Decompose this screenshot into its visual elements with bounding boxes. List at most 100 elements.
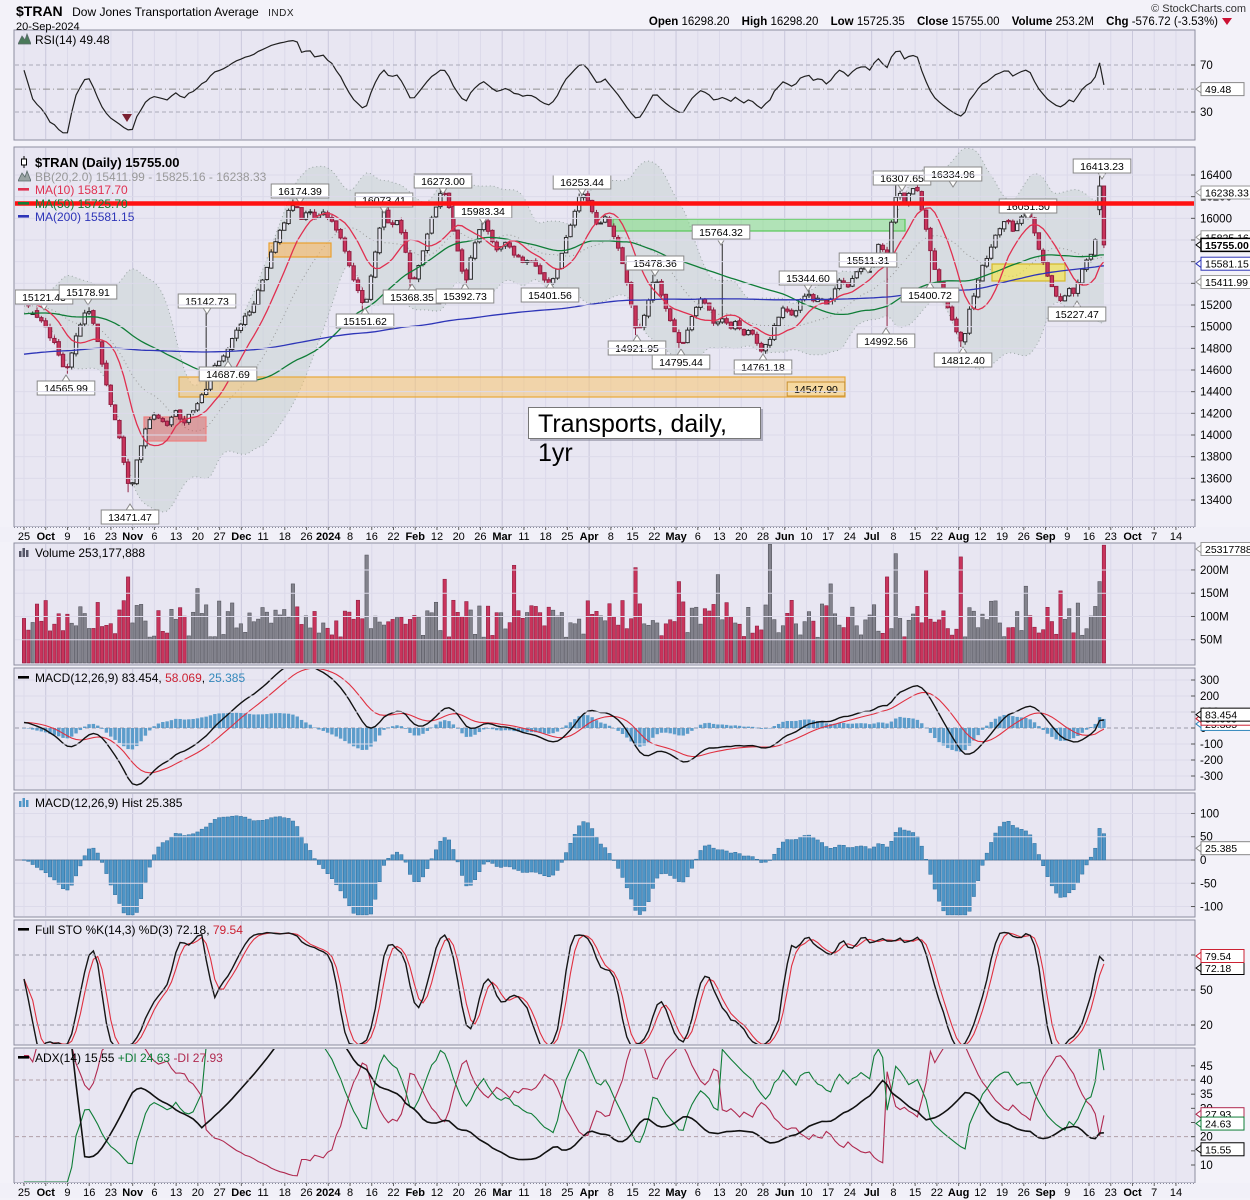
svg-text:100M: 100M bbox=[1200, 611, 1229, 623]
svg-text:15121.43: 15121.43 bbox=[22, 292, 66, 304]
svg-text:83.454: 83.454 bbox=[1205, 710, 1237, 722]
low-label: Low bbox=[830, 16, 854, 28]
svg-text:14687.69: 14687.69 bbox=[206, 369, 250, 381]
svg-text:15000: 15000 bbox=[1200, 322, 1232, 334]
svg-text:Sep: Sep bbox=[1035, 1187, 1055, 1199]
open-value: 16298.20 bbox=[681, 16, 730, 28]
svg-text:Nov: Nov bbox=[122, 531, 144, 543]
svg-text:24: 24 bbox=[844, 531, 856, 543]
svg-text:Dec: Dec bbox=[231, 1187, 251, 1199]
svg-text:15401.56: 15401.56 bbox=[528, 290, 572, 302]
svg-text:150M: 150M bbox=[1200, 588, 1229, 600]
symbol: $TRAN bbox=[16, 3, 63, 19]
svg-text:Sep: Sep bbox=[1035, 531, 1055, 543]
svg-text:15344.60: 15344.60 bbox=[786, 273, 830, 285]
svg-text:15400.72: 15400.72 bbox=[908, 290, 952, 302]
svg-text:20: 20 bbox=[192, 531, 204, 543]
svg-text:20: 20 bbox=[735, 531, 747, 543]
open-label: Open bbox=[648, 16, 679, 28]
svg-text:15227.47: 15227.47 bbox=[1055, 309, 1099, 321]
volume-label: Volume bbox=[1011, 16, 1053, 28]
svg-text:26: 26 bbox=[474, 531, 486, 543]
volume-value: 253.2M bbox=[1055, 16, 1094, 28]
svg-text:11: 11 bbox=[257, 1187, 268, 1199]
svg-text:23: 23 bbox=[105, 531, 117, 543]
svg-text:6: 6 bbox=[695, 1187, 701, 1199]
svg-text:16: 16 bbox=[83, 1187, 95, 1199]
svg-text:18: 18 bbox=[540, 1187, 552, 1199]
svg-text:18: 18 bbox=[279, 1187, 291, 1199]
quote-bar: Open 16298.20 High 16298.20 Low 15725.35… bbox=[640, 16, 1232, 28]
svg-text:14921.95: 14921.95 bbox=[615, 343, 659, 355]
svg-text:12: 12 bbox=[431, 531, 443, 543]
svg-text:49.48: 49.48 bbox=[1205, 84, 1231, 96]
svg-text:18: 18 bbox=[279, 531, 291, 543]
svg-text:14000: 14000 bbox=[1200, 430, 1232, 442]
svg-text:200M: 200M bbox=[1200, 565, 1229, 577]
svg-text:20: 20 bbox=[453, 1187, 465, 1199]
svg-text:Mar: Mar bbox=[492, 1187, 512, 1199]
chart-header: $TRAN Dow Jones Transportation Average I… bbox=[16, 3, 1250, 21]
svg-text:8: 8 bbox=[608, 1187, 614, 1199]
svg-text:12: 12 bbox=[431, 1187, 443, 1199]
svg-text:25317788: 25317788 bbox=[1205, 544, 1250, 556]
svg-text:Oct: Oct bbox=[1123, 531, 1142, 543]
svg-text:22: 22 bbox=[387, 531, 399, 543]
svg-text:24.63: 24.63 bbox=[1205, 1119, 1231, 1131]
svg-text:16: 16 bbox=[366, 1187, 378, 1199]
svg-text:Oct: Oct bbox=[37, 1187, 56, 1199]
svg-text:14400: 14400 bbox=[1200, 387, 1232, 399]
svg-text:20: 20 bbox=[1200, 1020, 1213, 1032]
svg-text:30: 30 bbox=[1200, 107, 1213, 119]
svg-text:14: 14 bbox=[1170, 531, 1182, 543]
symbol-name: Dow Jones Transportation Average bbox=[72, 5, 259, 19]
svg-text:13: 13 bbox=[713, 531, 725, 543]
svg-text:8: 8 bbox=[347, 531, 353, 543]
svg-text:13471.47: 13471.47 bbox=[108, 512, 152, 524]
svg-text:15: 15 bbox=[626, 531, 638, 543]
svg-text:15151.62: 15151.62 bbox=[343, 316, 387, 328]
chg-label: Chg bbox=[1106, 16, 1129, 28]
svg-text:79.54: 79.54 bbox=[1205, 951, 1231, 963]
svg-text:16307.65: 16307.65 bbox=[880, 173, 924, 185]
svg-text:Aug: Aug bbox=[948, 1187, 969, 1199]
svg-text:11: 11 bbox=[518, 1187, 529, 1199]
svg-text:15478.36: 15478.36 bbox=[633, 258, 677, 270]
svg-text:25: 25 bbox=[561, 1187, 573, 1199]
svg-text:25.385: 25.385 bbox=[1205, 843, 1237, 855]
svg-text:17: 17 bbox=[822, 531, 834, 543]
svg-text:Jun: Jun bbox=[775, 1187, 795, 1199]
svg-text:16400: 16400 bbox=[1200, 170, 1232, 182]
svg-text:15392.73: 15392.73 bbox=[443, 291, 487, 303]
svg-text:16: 16 bbox=[1083, 531, 1095, 543]
svg-text:72.18: 72.18 bbox=[1205, 963, 1231, 975]
svg-text:300: 300 bbox=[1200, 675, 1219, 687]
svg-text:25: 25 bbox=[18, 531, 30, 543]
svg-text:6: 6 bbox=[151, 1187, 157, 1199]
svg-text:13600: 13600 bbox=[1200, 473, 1232, 485]
svg-text:-50: -50 bbox=[1200, 878, 1217, 890]
svg-text:2024: 2024 bbox=[316, 531, 341, 543]
svg-text:22: 22 bbox=[387, 1187, 399, 1199]
svg-text:13400: 13400 bbox=[1200, 495, 1232, 507]
svg-text:14761.18: 14761.18 bbox=[741, 362, 785, 374]
chart-date: 20-Sep-2024 bbox=[16, 21, 80, 33]
svg-text:8: 8 bbox=[890, 1187, 896, 1199]
svg-text:-300: -300 bbox=[1200, 771, 1223, 783]
svg-text:16174.39: 16174.39 bbox=[278, 186, 322, 198]
change-down-icon bbox=[1222, 18, 1232, 25]
svg-text:15.55: 15.55 bbox=[1205, 1144, 1231, 1156]
svg-text:0: 0 bbox=[1200, 855, 1206, 867]
svg-text:10: 10 bbox=[1200, 1160, 1213, 1172]
chart-title-box: Transports, daily, 1yr bbox=[528, 407, 761, 467]
copyright: © StockCharts.com bbox=[1151, 3, 1246, 15]
svg-text:-100: -100 bbox=[1200, 902, 1223, 914]
svg-text:13: 13 bbox=[170, 531, 182, 543]
svg-text:25: 25 bbox=[561, 531, 573, 543]
svg-text:8: 8 bbox=[608, 531, 614, 543]
svg-text:16413.23: 16413.23 bbox=[1080, 161, 1124, 173]
svg-text:15368.35: 15368.35 bbox=[390, 292, 434, 304]
svg-text:Dec: Dec bbox=[231, 531, 251, 543]
svg-text:15: 15 bbox=[909, 531, 921, 543]
